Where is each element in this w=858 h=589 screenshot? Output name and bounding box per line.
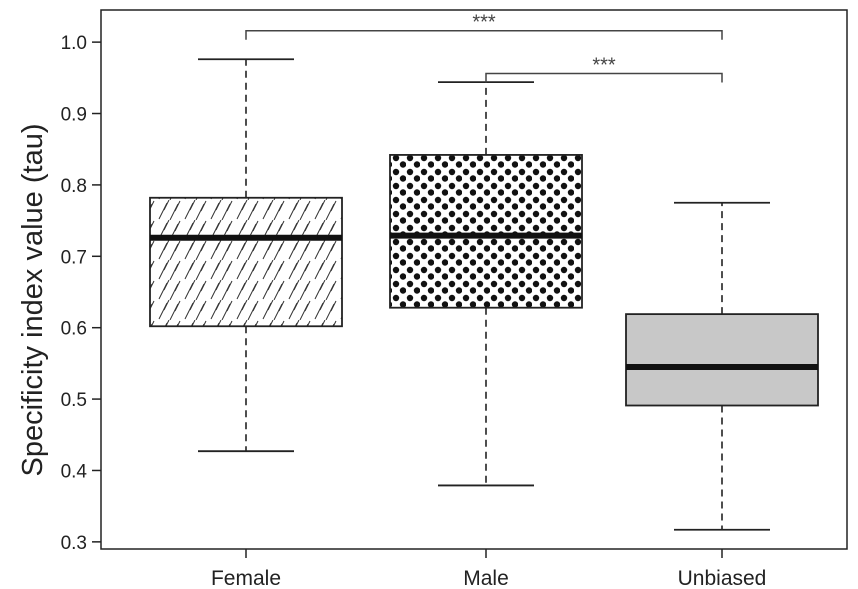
y-axis-title: Specificity index value (tau) xyxy=(17,124,49,477)
female-box xyxy=(149,196,343,328)
male-box xyxy=(389,154,583,309)
significance-bracket-female-unbiased xyxy=(245,29,723,40)
y-tick-label: 1.0 xyxy=(61,33,87,54)
unbiased-box xyxy=(625,313,819,407)
y-tick-label: 0.4 xyxy=(61,461,88,482)
significance-bracket-male-unbiased xyxy=(485,72,723,83)
y-tick-label: 0.5 xyxy=(61,390,87,411)
significance-label: *** xyxy=(472,12,496,34)
plot-frame xyxy=(100,9,848,550)
significance-label: *** xyxy=(592,55,616,77)
x-tick-label: Male xyxy=(463,567,509,589)
y-tick-label: 0.6 xyxy=(61,319,87,340)
x-tick-label: Unbiased xyxy=(678,567,767,589)
y-tick-label: 0.8 xyxy=(61,176,87,197)
y-tick-label: 0.7 xyxy=(61,247,87,268)
x-tick-label: Female xyxy=(211,567,281,589)
y-tick-label: 0.9 xyxy=(61,105,87,126)
y-tick-label: 0.3 xyxy=(61,533,87,554)
